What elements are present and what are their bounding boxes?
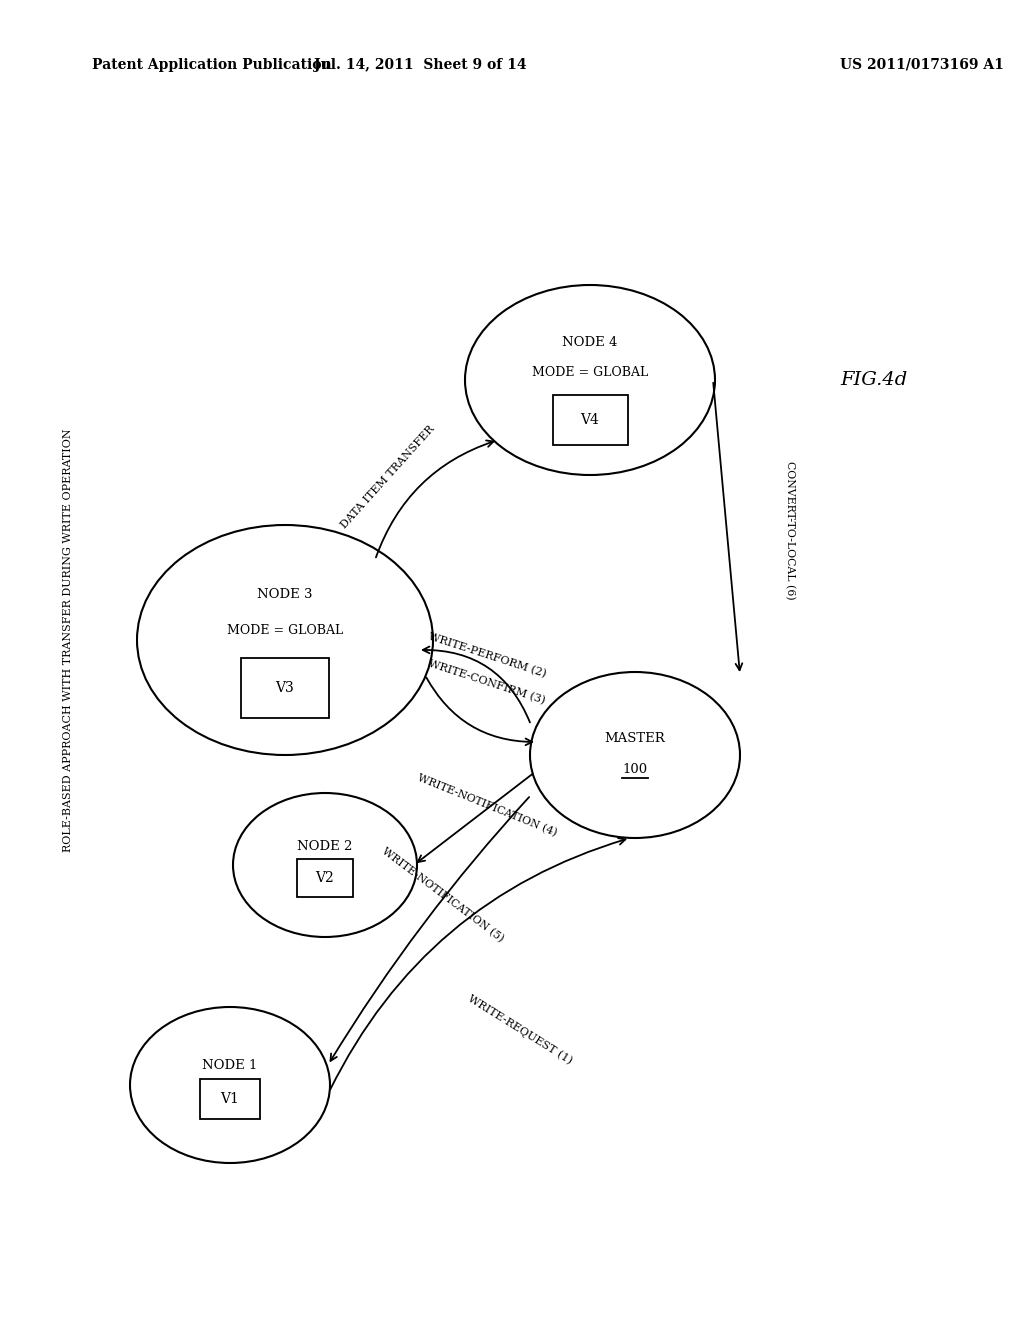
Text: Jul. 14, 2011  Sheet 9 of 14: Jul. 14, 2011 Sheet 9 of 14 — [313, 58, 526, 73]
Text: US 2011/0173169 A1: US 2011/0173169 A1 — [840, 58, 1004, 73]
Text: NODE 4: NODE 4 — [562, 335, 617, 348]
Text: 100: 100 — [623, 763, 647, 776]
Text: V3: V3 — [275, 681, 294, 696]
Text: WRITE-CONFIRM (3): WRITE-CONFIRM (3) — [427, 659, 547, 706]
Text: WRITE-NOTIFICATION (5): WRITE-NOTIFICATION (5) — [380, 846, 506, 944]
Text: WRITE-REQUEST (1): WRITE-REQUEST (1) — [466, 994, 574, 1067]
Text: V1: V1 — [220, 1092, 240, 1106]
Text: V2: V2 — [315, 871, 335, 884]
Text: DATA ITEM TRANSFER: DATA ITEM TRANSFER — [339, 424, 436, 531]
Text: MASTER: MASTER — [604, 731, 666, 744]
Text: MODE = GLOBAL: MODE = GLOBAL — [531, 366, 648, 379]
Text: ROLE-BASED APPROACH WITH TRANSFER DURING WRITE OPERATION: ROLE-BASED APPROACH WITH TRANSFER DURING… — [63, 428, 73, 851]
Text: MODE = GLOBAL: MODE = GLOBAL — [227, 624, 343, 638]
Text: NODE 1: NODE 1 — [203, 1059, 258, 1072]
Text: WRITE-PERFORM (2): WRITE-PERFORM (2) — [427, 631, 547, 678]
Text: Patent Application Publication: Patent Application Publication — [92, 58, 332, 73]
Text: CONVERT-TO-LOCAL (6): CONVERT-TO-LOCAL (6) — [784, 461, 796, 599]
Text: WRITE-NOTIFICATION (4): WRITE-NOTIFICATION (4) — [416, 772, 558, 838]
Text: V4: V4 — [581, 413, 599, 426]
Text: NODE 3: NODE 3 — [257, 587, 312, 601]
Text: NODE 2: NODE 2 — [297, 841, 352, 854]
Text: FIG.4d: FIG.4d — [840, 371, 907, 389]
